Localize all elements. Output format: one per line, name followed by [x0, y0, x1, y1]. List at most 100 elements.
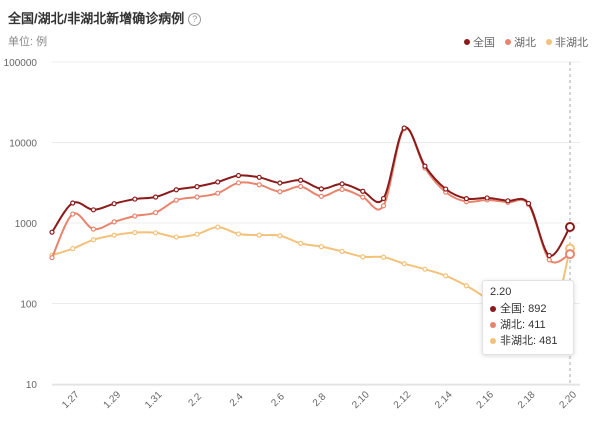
legend-label: 全国 — [473, 37, 495, 49]
data-point-non-hubei[interactable] — [380, 254, 387, 260]
data-point-non-hubei[interactable] — [422, 266, 428, 272]
legend-item-national[interactable]: 全国 — [464, 34, 495, 50]
y-tick-label: 100 — [20, 300, 37, 311]
data-point-non-hubei[interactable] — [132, 229, 138, 236]
data-point-national[interactable] — [194, 184, 200, 190]
data-point-national[interactable] — [215, 179, 221, 185]
chart-title-text: 全国/湖北/非湖北新增确诊病例 — [8, 11, 185, 26]
data-point-non-hubei[interactable] — [339, 248, 345, 254]
data-point-hubei[interactable] — [360, 194, 366, 200]
series-group — [49, 125, 575, 337]
data-point-non-hubei[interactable] — [277, 233, 283, 239]
data-point-hubei[interactable] — [49, 255, 55, 261]
data-point-hubei[interactable] — [277, 189, 283, 195]
x-tick-label: 2.20 — [557, 389, 579, 411]
legend-dot-icon — [546, 39, 552, 45]
data-point-hubei[interactable] — [318, 193, 324, 199]
data-point-national[interactable] — [298, 177, 304, 183]
data-point-non-hubei[interactable] — [318, 244, 324, 250]
x-tick-label: 1.31 — [143, 389, 165, 411]
legend-item-hubei[interactable]: 湖北 — [505, 34, 536, 50]
data-point-non-hubei[interactable] — [256, 232, 262, 238]
data-point-national[interactable] — [484, 195, 490, 201]
tooltip-row-label: 非湖北: 481 — [500, 335, 558, 347]
legend-item-non-hubei[interactable]: 非湖北 — [546, 34, 588, 50]
data-point-hubei[interactable] — [565, 249, 575, 260]
x-tick-label: 2.14 — [433, 389, 455, 411]
data-point-non-hubei[interactable] — [401, 261, 407, 267]
data-point-national[interactable] — [49, 229, 55, 235]
data-point-hubei[interactable] — [153, 209, 159, 216]
y-tick-label: 10 — [26, 380, 38, 391]
x-tick-label: 2.6 — [269, 391, 287, 409]
data-point-hubei[interactable] — [111, 219, 117, 225]
legend-label: 非湖北 — [555, 37, 588, 49]
data-point-non-hubei[interactable] — [360, 254, 366, 260]
x-tick-label: 1.29 — [102, 389, 124, 411]
data-point-national[interactable] — [235, 172, 242, 179]
data-point-hubei[interactable] — [194, 194, 200, 200]
data-point-national[interactable] — [256, 174, 262, 180]
data-point-national[interactable] — [565, 221, 575, 232]
data-point-hubei[interactable] — [173, 197, 179, 203]
data-point-hubei[interactable] — [90, 226, 97, 232]
data-point-hubei[interactable] — [298, 183, 304, 190]
data-point-non-hubei[interactable] — [111, 232, 117, 238]
series-line-hubei — [51, 127, 571, 264]
tooltip-row-label: 全国: 892 — [500, 303, 547, 315]
tooltip-row: 湖北: 411 — [490, 317, 566, 333]
data-point-non-hubei[interactable] — [463, 283, 469, 289]
data-point-national[interactable] — [525, 200, 532, 207]
data-point-national[interactable] — [339, 181, 345, 187]
data-point-national[interactable] — [153, 194, 159, 200]
data-point-non-hubei[interactable] — [235, 231, 242, 237]
legend-dot-icon — [464, 39, 470, 45]
data-point-hubei[interactable] — [339, 186, 345, 192]
data-point-national[interactable] — [90, 207, 97, 213]
data-point-non-hubei[interactable] — [194, 231, 200, 237]
tooltip-row-label: 湖北: 411 — [500, 319, 546, 331]
data-point-national[interactable] — [277, 180, 283, 186]
data-point-national[interactable] — [422, 163, 428, 169]
data-point-national[interactable] — [318, 186, 324, 192]
data-point-non-hubei[interactable] — [173, 234, 179, 240]
data-point-hubei[interactable] — [70, 211, 76, 217]
data-point-national[interactable] — [546, 252, 552, 259]
data-point-national[interactable] — [173, 187, 179, 193]
data-point-hubei[interactable] — [380, 203, 387, 209]
data-point-non-hubei[interactable] — [70, 246, 76, 252]
tooltip-row: 全国: 892 — [490, 301, 566, 317]
data-point-non-hubei[interactable] — [443, 273, 449, 279]
x-tick-label: 2.2 — [186, 391, 204, 409]
x-tick-label: 2.12 — [392, 389, 414, 411]
tooltip-dot-icon — [490, 306, 496, 312]
tooltip-dot-icon — [490, 322, 496, 328]
data-point-hubei[interactable] — [546, 257, 552, 263]
data-point-hubei[interactable] — [235, 180, 242, 186]
data-point-national[interactable] — [380, 195, 387, 202]
data-point-hubei[interactable] — [215, 190, 221, 196]
data-point-hubei[interactable] — [256, 182, 262, 188]
data-point-non-hubei[interactable] — [153, 230, 159, 236]
data-point-national[interactable] — [401, 125, 407, 131]
x-tick-label: 2.16 — [475, 389, 497, 411]
data-point-national[interactable] — [463, 196, 469, 202]
chart-title: 全国/湖北/非湖北新增确诊病例? — [8, 8, 202, 27]
data-point-national[interactable] — [505, 198, 511, 204]
data-point-non-hubei[interactable] — [215, 224, 221, 230]
data-point-non-hubei[interactable] — [90, 237, 97, 243]
data-point-hubei[interactable] — [132, 213, 138, 219]
data-point-national[interactable] — [443, 186, 449, 192]
tooltip: 2.20 全国: 892 湖北: 411 非湖北: 481 — [482, 280, 574, 355]
x-tick-label: 2.4 — [228, 391, 246, 409]
data-point-non-hubei[interactable] — [298, 240, 304, 246]
y-tick-label: 1000 — [15, 219, 38, 230]
help-icon[interactable]: ? — [188, 13, 202, 26]
legend-label: 湖北 — [514, 37, 536, 49]
data-point-national[interactable] — [132, 196, 138, 202]
data-point-national[interactable] — [70, 200, 76, 206]
y-axis: 10 100 1000 10000 100000 — [4, 58, 38, 391]
data-point-national[interactable] — [111, 201, 117, 207]
data-point-national[interactable] — [360, 188, 366, 194]
